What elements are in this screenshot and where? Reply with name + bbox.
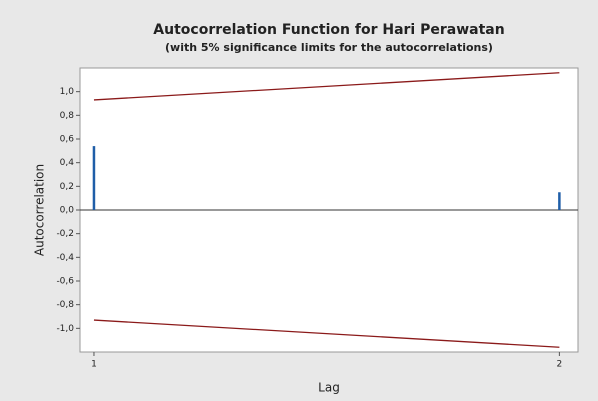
y-tick-label: 0,6 bbox=[60, 135, 75, 145]
y-tick-label: -0,2 bbox=[56, 229, 74, 239]
chart-title: Autocorrelation Function for Hari Perawa… bbox=[153, 22, 504, 38]
y-tick-label: -0,6 bbox=[56, 277, 74, 287]
y-tick-label: 0,0 bbox=[60, 206, 75, 216]
x-tick-label: 2 bbox=[557, 360, 563, 370]
y-tick-label: 0,8 bbox=[60, 111, 75, 121]
significance-limit bbox=[93, 319, 560, 348]
significance-limit bbox=[93, 72, 560, 101]
x-axis-label: Lag bbox=[318, 381, 340, 395]
y-tick-label: 0,2 bbox=[60, 182, 74, 192]
chart-subtitle: (with 5% significance limits for the aut… bbox=[165, 41, 493, 54]
y-tick-label: 1,0 bbox=[60, 87, 75, 97]
y-axis-label: Autocorrelation bbox=[33, 164, 47, 256]
y-tick-label: -0,8 bbox=[56, 300, 74, 310]
x-tick-label: 1 bbox=[91, 360, 97, 370]
y-tick-label: 0,4 bbox=[60, 158, 75, 168]
y-tick-label: -0,4 bbox=[56, 253, 74, 263]
y-tick-label: -1,0 bbox=[56, 324, 74, 334]
